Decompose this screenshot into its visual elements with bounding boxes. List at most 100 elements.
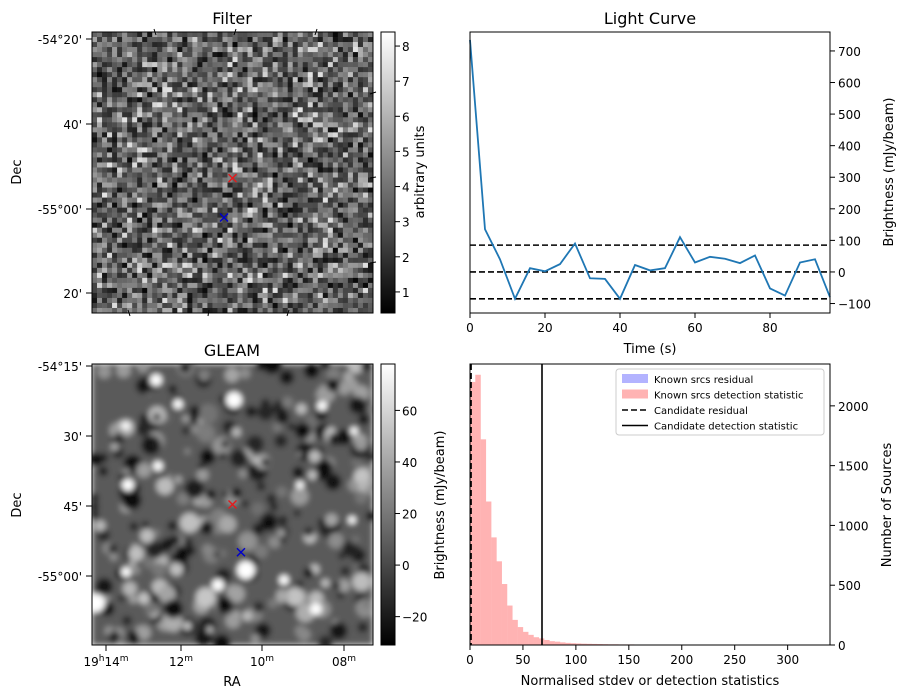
lightcurve-panel: Light Curve 0 20 40 60 80 −100 0 100 200 300 400 5… [466,9,897,357]
gleam-colorbar-tick-label: 20 [402,508,417,522]
filter-colorbar-tick-label: 2 [402,251,410,265]
histogram-ytick-label: 500 [838,579,861,593]
histogram-ytick-label: 1500 [838,460,869,474]
lightcurve-yticks: −100 0 100 200 300 400 500 600 700 [830,45,871,312]
gleam-colorbar [380,363,396,646]
histogram-ylabel-right: Number of Sources [880,443,895,568]
gleam-xtick-label: 10m [250,654,274,669]
gleam-xtick-label: 12m [169,654,193,669]
histogram-bar [501,584,508,645]
histogram-bar [544,639,550,645]
histogram-vlines [470,364,543,645]
gleam-title: GLEAM [204,341,260,360]
lightcurve-ytick-label: 500 [838,108,861,122]
gleam-image [92,364,373,645]
lightcurve-xtick-label: 0 [466,321,474,335]
histogram-bar [549,641,555,645]
filter-colorbar-tick-label: 4 [402,181,410,195]
lightcurve-ytick-label: 200 [838,203,861,217]
filter-colorbar [380,31,396,314]
histogram-bar [570,643,577,645]
lightcurve-ytick-label: 100 [838,234,861,248]
histogram-bar [586,643,592,645]
histogram-bar [591,643,598,645]
filter-colorbar-tick-label: 1 [402,286,410,300]
histogram-xtick-label: 300 [776,653,799,667]
histogram-xticks: 0 50 100 150 200 250 300 [466,645,799,667]
legend-label: Candidate residual [654,406,748,417]
lightcurve-xticks: 0 20 40 60 80 [466,313,778,335]
lightcurve-ytick-label: 300 [838,171,861,185]
gleam-ytick-label: 30' [63,430,82,444]
gleam-colorbar-tick-label: −20 [402,611,427,625]
lightcurve-xtick-label: 40 [612,321,627,335]
lightcurve-ytick-label: 400 [838,140,861,154]
histogram-bar [485,501,492,645]
lightcurve-ytick-label: 700 [838,45,861,59]
gleam-xtick-label: 19h14m [83,654,128,669]
lightcurve-ytick-label: 0 [838,266,846,280]
histogram-yticks: 0 500 1000 1500 2000 [830,400,869,653]
filter-ytick-label: 40' [63,118,82,132]
gleam-colorbar-ticks: −20 0 20 40 60 [395,404,427,625]
histogram-xtick-label: 250 [723,653,746,667]
filter-wcs-ticks [127,28,377,317]
gleam-colorbar-tick-label: 40 [402,456,417,470]
histogram-bar [496,561,502,645]
histogram-bar [522,631,529,645]
lightcurve-ylabel: Brightness (mJy/beam) [882,98,897,247]
filter-markers [219,173,237,222]
legend-entry: Known srcs detection statistic [622,389,803,402]
histogram-ytick-label: 2000 [838,400,869,414]
filter-colorbar-tick-label: 5 [402,145,410,159]
lightcurve-xtick-label: 20 [537,321,552,335]
lightcurve-title: Light Curve [604,9,696,28]
gleam-markers [228,500,246,557]
lightcurve-xlabel: Time (s) [623,342,677,357]
histogram-ytick-label: 1000 [838,519,869,533]
gleam-xlabel: RA [223,675,241,690]
legend-entry: Candidate residual [622,406,748,417]
histogram-bar [528,634,534,645]
histogram-bar [565,642,571,645]
histogram-xtick-label: 150 [617,653,640,667]
legend-entry: Candidate detection statistic [622,422,798,433]
histogram-bar [475,374,481,645]
filter-colorbar-tick-label: 7 [402,75,410,89]
filter-colorbar-tick-label: 3 [402,216,410,230]
histogram-bar [512,619,518,645]
histogram-bar [507,605,513,645]
filter-colorbar-label: arbitrary units [413,125,428,218]
histogram-legend: Known srcs residual Known srcs detection … [615,368,825,436]
gleam-ytick-label: 45' [63,500,82,514]
lightcurve-ytick-label: 600 [838,77,861,91]
histogram-bar [533,637,540,645]
histogram-xtick-label: 50 [515,653,530,667]
lightcurve-xtick-label: 60 [687,321,702,335]
gleam-ylabel: Dec [10,492,25,517]
histogram-panel: 0 50 100 150 200 250 300 0 500 1000 1500 2000 Norm… [433,363,895,689]
lightcurve-xtick-label: 80 [762,321,777,335]
filter-ytick-label: -54°20' [38,33,82,47]
filter-marker-candidate [219,212,229,222]
filter-axes-frame [91,31,374,314]
filter-panel: Filter -54°20' 40' -55°00' 20' Dec 1 2 3 4 5 6 7 8… [10,9,428,317]
legend-frame [615,368,825,436]
lightcurve-threshold-lines [470,244,830,300]
lightcurve-axes-frame [469,31,831,314]
gleam-yticks: -54°15' 30' 45' -55°00' [38,360,92,584]
histogram-bar [491,537,497,645]
histogram-bar [575,643,582,645]
lightcurve-ytick-label: −100 [838,298,871,312]
legend-label: Known srcs detection statistic [654,391,803,402]
filter-colorbar-tick-label: 8 [402,40,410,54]
histogram-bar [554,641,561,645]
histogram-xtick-label: 100 [564,653,587,667]
filter-yticks: -54°20' 40' -55°00' 20' [38,33,92,301]
histogram-axes-frame [469,363,831,646]
histogram-ytick-label: 0 [838,639,846,653]
legend-label: Candidate detection statistic [654,422,798,433]
legend-label: Known srcs residual [654,375,753,386]
lightcurve-series-line [469,39,831,302]
